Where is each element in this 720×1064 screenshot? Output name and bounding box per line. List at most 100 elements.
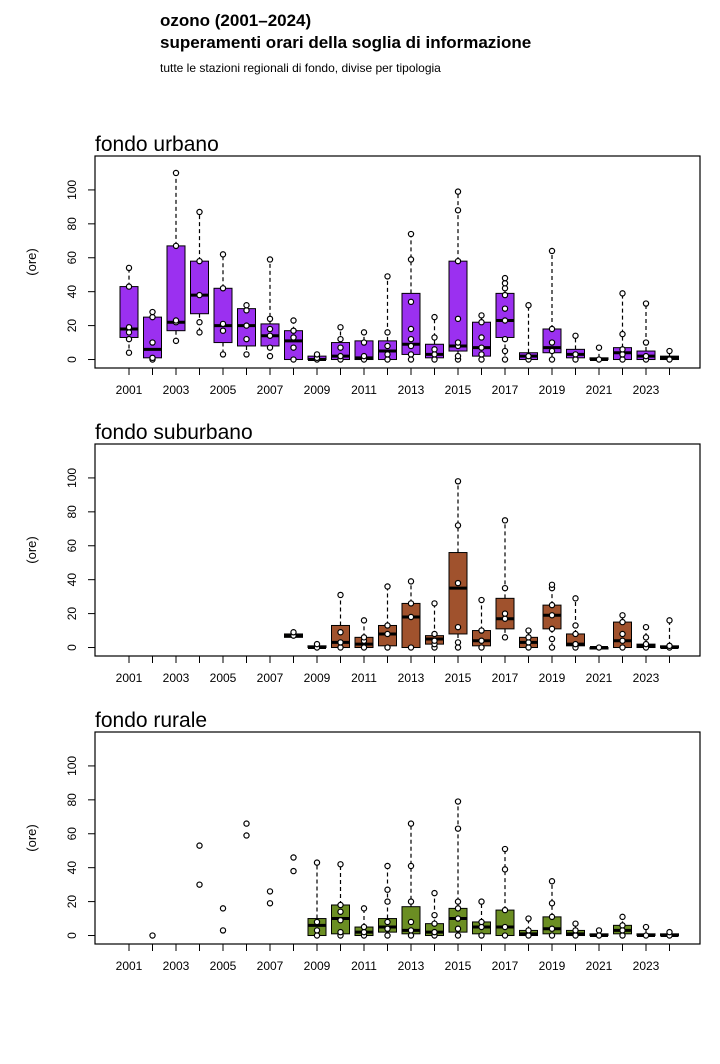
data-point xyxy=(572,932,579,939)
data-point xyxy=(525,639,532,646)
data-point xyxy=(666,928,673,936)
data-point xyxy=(454,315,462,323)
x-tick-label: 2017 xyxy=(492,671,519,685)
data-point xyxy=(407,613,415,621)
box-2008 xyxy=(290,854,297,875)
data-point xyxy=(595,927,603,934)
data-point xyxy=(290,327,297,334)
data-point xyxy=(243,322,250,329)
y-tick-label: 40 xyxy=(65,285,79,299)
data-point xyxy=(619,637,626,644)
box-2007 xyxy=(266,888,274,907)
x-tick-label: 2021 xyxy=(586,959,613,973)
data-point xyxy=(431,920,438,927)
data-point xyxy=(149,339,156,346)
data-point xyxy=(478,637,485,644)
x-tick-label: 2015 xyxy=(445,959,472,973)
data-point xyxy=(572,332,579,339)
data-point xyxy=(666,347,673,355)
data-point xyxy=(548,932,556,939)
data-point xyxy=(407,578,415,585)
y-tick-label: 60 xyxy=(65,539,79,553)
box-2021 xyxy=(589,927,609,939)
data-point xyxy=(196,257,203,265)
data-point xyxy=(595,344,603,351)
data-point xyxy=(501,280,509,287)
box-2001 xyxy=(119,264,139,356)
box-2004 xyxy=(190,208,209,336)
data-point xyxy=(431,928,438,936)
data-point xyxy=(384,356,391,363)
data-point xyxy=(619,913,626,921)
x-tick-label: 2003 xyxy=(163,671,190,685)
box-2020 xyxy=(566,595,585,651)
box-2022 xyxy=(613,612,632,651)
data-point xyxy=(337,324,344,331)
data-point xyxy=(290,344,297,351)
data-point xyxy=(172,169,180,177)
data-point xyxy=(619,644,626,651)
box-2009 xyxy=(307,351,327,363)
box-2014 xyxy=(425,600,444,651)
data-point xyxy=(642,932,650,939)
data-point xyxy=(501,285,509,292)
x-tick-label: 2013 xyxy=(398,671,425,685)
box-2011 xyxy=(354,329,374,363)
box-2015 xyxy=(448,798,468,939)
box-2024 xyxy=(660,928,679,939)
x-tick-label: 2023 xyxy=(633,671,660,685)
box-2021 xyxy=(589,644,609,651)
data-point xyxy=(360,329,368,336)
data-point xyxy=(337,917,344,924)
data-point xyxy=(642,300,650,307)
data-point xyxy=(313,859,321,866)
data-point xyxy=(290,629,297,636)
data-point xyxy=(219,251,227,258)
data-point xyxy=(525,915,532,922)
data-point xyxy=(548,612,556,619)
data-point xyxy=(454,639,462,646)
data-point xyxy=(407,862,415,870)
x-tick-label: 2005 xyxy=(210,671,237,685)
x-tick-label: 2005 xyxy=(210,383,237,397)
chart-panel-3: fondo rurale (ore) 0 20 40 60 80 100 2001 2003 200… xyxy=(24,709,701,973)
data-point xyxy=(266,332,274,339)
data-point xyxy=(196,842,203,849)
y-tick-label: 100 xyxy=(65,180,79,200)
x-tick-label: 2007 xyxy=(257,671,284,685)
data-point xyxy=(407,356,415,363)
data-point xyxy=(478,918,485,926)
box-body xyxy=(448,260,468,352)
y-axis-label: (ore) xyxy=(24,536,39,563)
data-point xyxy=(501,517,509,524)
x-tick-label: 2021 xyxy=(586,671,613,685)
data-point xyxy=(501,335,509,343)
panel-title: fondo urbano xyxy=(95,133,219,156)
data-point xyxy=(572,622,579,629)
data-point xyxy=(384,644,391,651)
data-point xyxy=(454,188,462,195)
data-point xyxy=(360,352,368,360)
box-2019 xyxy=(542,878,562,939)
data-point xyxy=(337,908,344,915)
data-point xyxy=(454,925,462,932)
data-point xyxy=(360,339,368,346)
data-point xyxy=(125,349,133,356)
data-point xyxy=(266,888,274,895)
data-point xyxy=(384,925,391,932)
x-tick-label: 2009 xyxy=(304,671,331,685)
data-point xyxy=(360,644,368,651)
box-2013 xyxy=(401,820,421,939)
data-point xyxy=(572,920,579,927)
x-tick-label: 2007 xyxy=(257,383,284,397)
data-point xyxy=(407,932,415,939)
data-point xyxy=(431,334,438,341)
box-2024 xyxy=(660,347,679,363)
box-2020 xyxy=(566,332,585,363)
x-tick-label: 2013 xyxy=(398,959,425,973)
data-point xyxy=(149,313,156,321)
data-point xyxy=(431,600,438,607)
data-point xyxy=(454,905,462,912)
x-tick-label: 2019 xyxy=(539,959,566,973)
data-point xyxy=(313,351,321,358)
